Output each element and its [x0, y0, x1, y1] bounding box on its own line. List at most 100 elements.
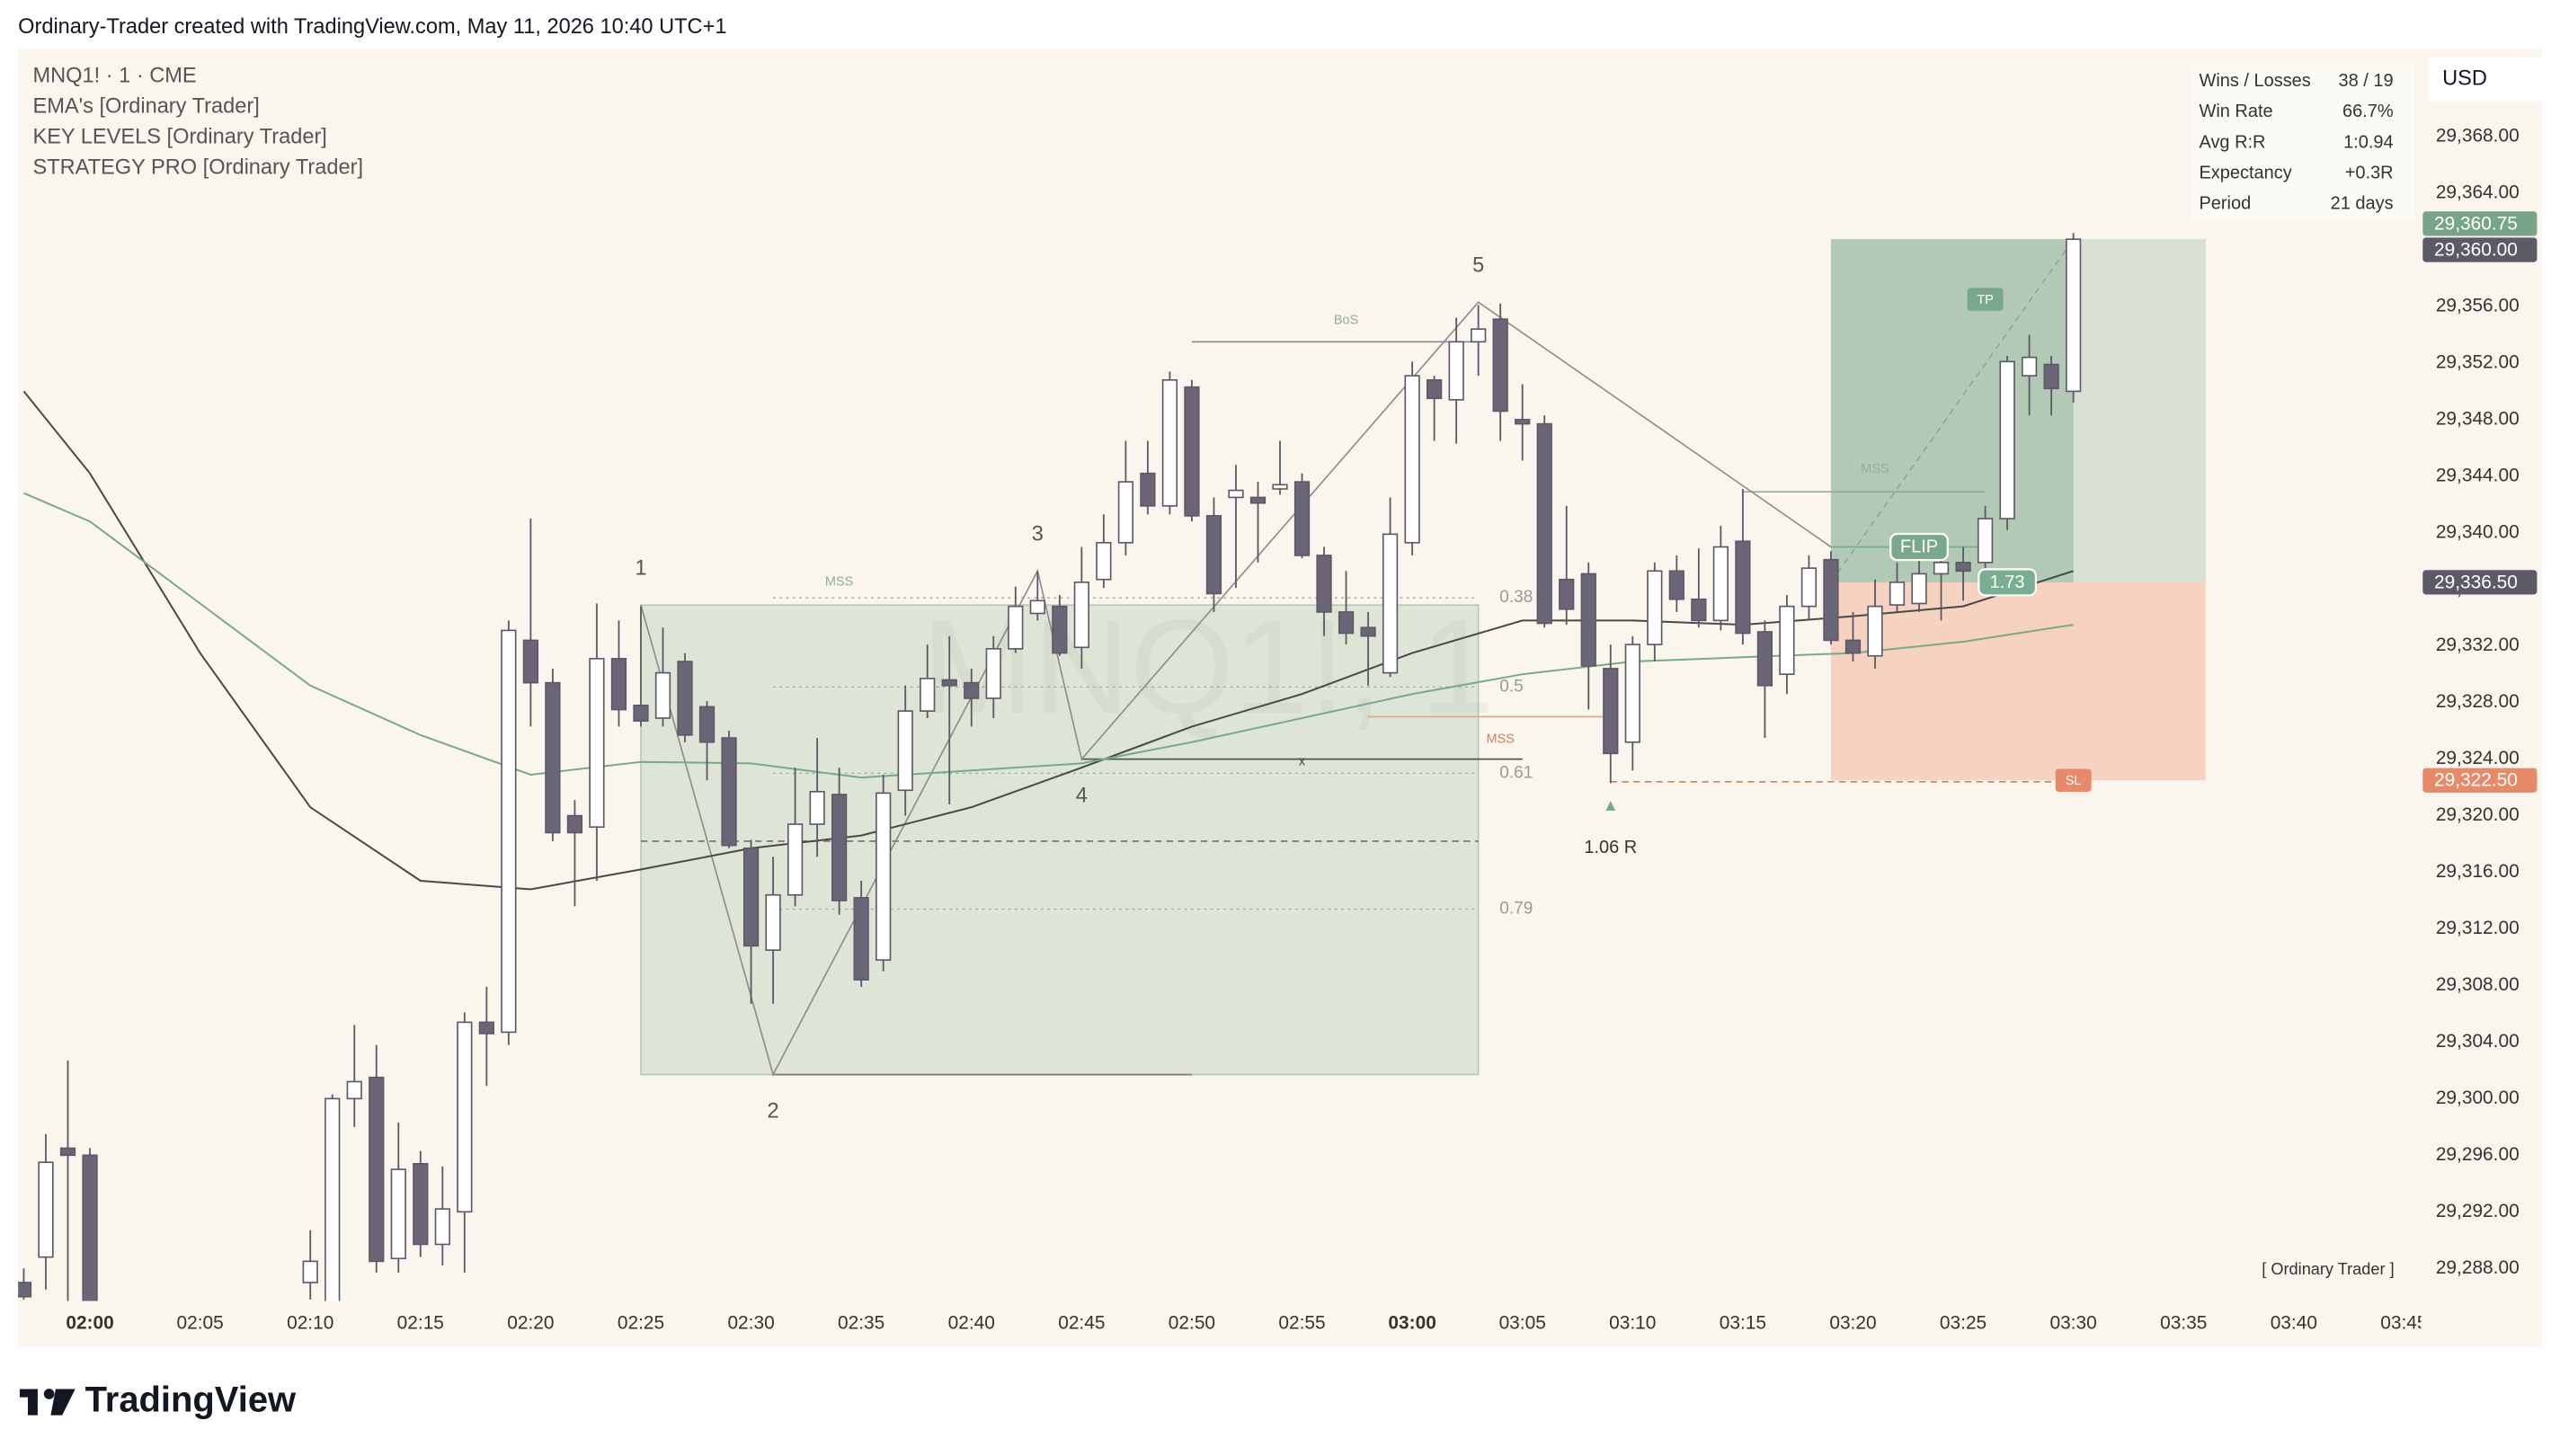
price-badge [2422, 570, 2538, 595]
candle-body [1316, 555, 1332, 613]
price-badge [2422, 768, 2538, 793]
candle-body [1603, 668, 1619, 755]
signal-marker [1605, 801, 1616, 812]
candle-body [1668, 570, 1684, 600]
price-badge-label: 29,360.00 [2434, 239, 2518, 260]
candle-body [1228, 489, 1244, 499]
stats-panel [2191, 65, 2415, 221]
x-tick-label: 03:15 [1720, 1312, 1766, 1333]
candle-body [390, 1168, 406, 1260]
candle-body [457, 1021, 473, 1213]
y-tick-label: 29,328.00 [2436, 691, 2520, 712]
legend-entry: MNQ1! · 1 · CME [32, 65, 196, 88]
logo-icon [28, 1389, 38, 1416]
candle-body [1471, 328, 1487, 343]
price-axis: 29,368.00 29,364.00 29,360.00 29,356.00 29,3… [2422, 57, 2542, 1278]
price-badge [2422, 237, 2538, 262]
x-tick-label: 02:30 [727, 1312, 774, 1333]
candle-body [589, 658, 605, 828]
candle-body [721, 737, 737, 847]
legend-entry: STRATEGY PRO [Ordinary Trader] [32, 155, 363, 179]
candle-body [1140, 472, 1156, 507]
x-tick-label: 03:45 [2380, 1312, 2427, 1333]
candle-body [1426, 378, 1443, 400]
candle-body [1889, 582, 1906, 606]
stats-label: Period [2199, 194, 2251, 214]
candle-body [501, 629, 517, 1034]
candle-body [1096, 541, 1112, 581]
candle-body [1624, 644, 1640, 743]
stats-value: 38 / 19 [2339, 71, 2394, 91]
candle-body [1911, 573, 1927, 605]
candle-body [1559, 578, 1575, 610]
note: MSS [1861, 462, 1889, 476]
x-tick-label: 03:05 [1499, 1312, 1546, 1333]
y-tick-label: 29,340.00 [2436, 521, 2520, 542]
candle-body [59, 1147, 76, 1157]
candle-body [853, 897, 869, 981]
candle-body [1933, 562, 1950, 575]
note: BoS [1334, 314, 1359, 328]
y-tick-label: 29,292.00 [2436, 1201, 2520, 1221]
candle-body [1735, 540, 1751, 635]
wave-label: 2 [768, 1100, 779, 1123]
trade-path [1830, 238, 2075, 583]
candle-body [1008, 605, 1024, 650]
x-tick-label: 03:35 [2160, 1312, 2207, 1333]
tag-label: SL [2066, 774, 2082, 788]
fib-box [640, 604, 1480, 1076]
candle-body [654, 671, 671, 719]
logo-icon [50, 1389, 76, 1416]
y-tick-label: 29,324.00 [2436, 748, 2520, 768]
candle-body [1293, 481, 1311, 556]
candle-body [1052, 605, 1068, 654]
currency: USD [2442, 67, 2487, 90]
logo: TradingView [19, 1381, 297, 1420]
y-tick-label: 29,300.00 [2436, 1088, 2520, 1108]
candle-body [1404, 375, 1420, 544]
y-tick-label: 29,308.00 [2436, 974, 2520, 995]
candle-body [809, 791, 825, 825]
candle-body [434, 1208, 450, 1246]
candle-body [765, 893, 781, 951]
candle-body [1184, 386, 1200, 517]
fib-label: 0.5 [1499, 677, 1523, 696]
x-tick-label: 02:05 [176, 1312, 223, 1333]
x-tick-label: 03:20 [1829, 1312, 1876, 1333]
price-badge-label: 29,322.50 [2434, 770, 2518, 791]
x-tick-label: 03:40 [2271, 1312, 2317, 1333]
wave-label: 3 [1032, 523, 1044, 546]
x-tick-label: 02:10 [287, 1312, 333, 1333]
y-tick-label: 29,316.00 [2436, 861, 2520, 882]
y-tick-label: 29,288.00 [2436, 1257, 2520, 1278]
x-tick-label: 02:00 [66, 1312, 113, 1333]
candle-body [1756, 631, 1773, 687]
candle-body [1536, 422, 1552, 625]
y-tick-label: 29,320.00 [2436, 804, 2520, 825]
y-tick-label: 29,356.00 [2436, 295, 2520, 315]
candle-body [38, 1161, 54, 1258]
overlay: MNQ1! · 1 · CME EMA's [Ordinary Trader] KE… [32, 65, 2415, 1278]
candle-body [1580, 573, 1596, 667]
fib-label: 0.79 [1499, 900, 1533, 919]
y-tick-label: 29,296.00 [2436, 1144, 2520, 1165]
candle-body [610, 658, 627, 711]
y-tick-label: 29,344.00 [2436, 465, 2520, 485]
note: x [1299, 755, 1306, 769]
candle-body [1161, 378, 1178, 507]
note: MSS [1486, 732, 1515, 746]
y-tick-label: 29,368.00 [2436, 126, 2520, 146]
candle-body [1073, 582, 1089, 649]
tag-label: FLIP [1900, 537, 1938, 557]
tag-box [1967, 288, 2004, 311]
tag-label: TP [1977, 293, 1994, 307]
brand: TradingView [85, 1381, 297, 1420]
x-tick-label: 03:30 [2050, 1312, 2097, 1333]
candle-body [1647, 570, 1663, 645]
candle-body [1823, 558, 1839, 642]
candle-body [897, 710, 913, 792]
y-tick-label: 29,364.00 [2436, 182, 2520, 203]
plot: MNQ1!, 10.380.50.610.7912345BoSMSSMSSMSS… [18, 233, 2206, 1301]
ema-line [22, 390, 2074, 891]
